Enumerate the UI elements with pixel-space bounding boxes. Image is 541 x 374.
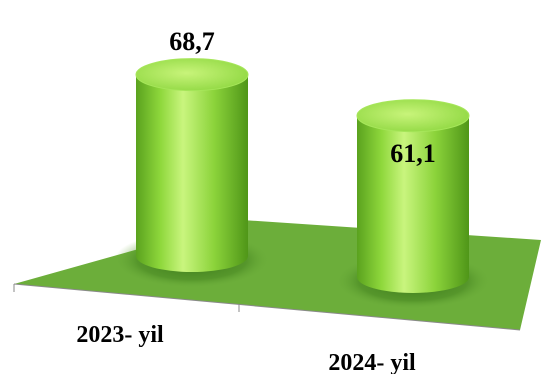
value-label: 68,7 [169, 27, 215, 56]
category-label: 2024- yil [328, 350, 416, 374]
bar-body [357, 115, 469, 293]
value-label: 61,1 [390, 139, 436, 168]
bar-top [356, 99, 470, 133]
labels-layer: 68,7 2023- yil 61,1 2024- yil [76, 27, 435, 374]
floor-front-edge [13, 283, 521, 331]
bar-top [135, 58, 249, 92]
bar-2024- yil [335, 99, 491, 309]
bar-body [136, 74, 248, 272]
bars-layer [114, 58, 491, 309]
bar-2023- yil [114, 58, 270, 288]
category-label: 2023- yil [76, 322, 164, 348]
